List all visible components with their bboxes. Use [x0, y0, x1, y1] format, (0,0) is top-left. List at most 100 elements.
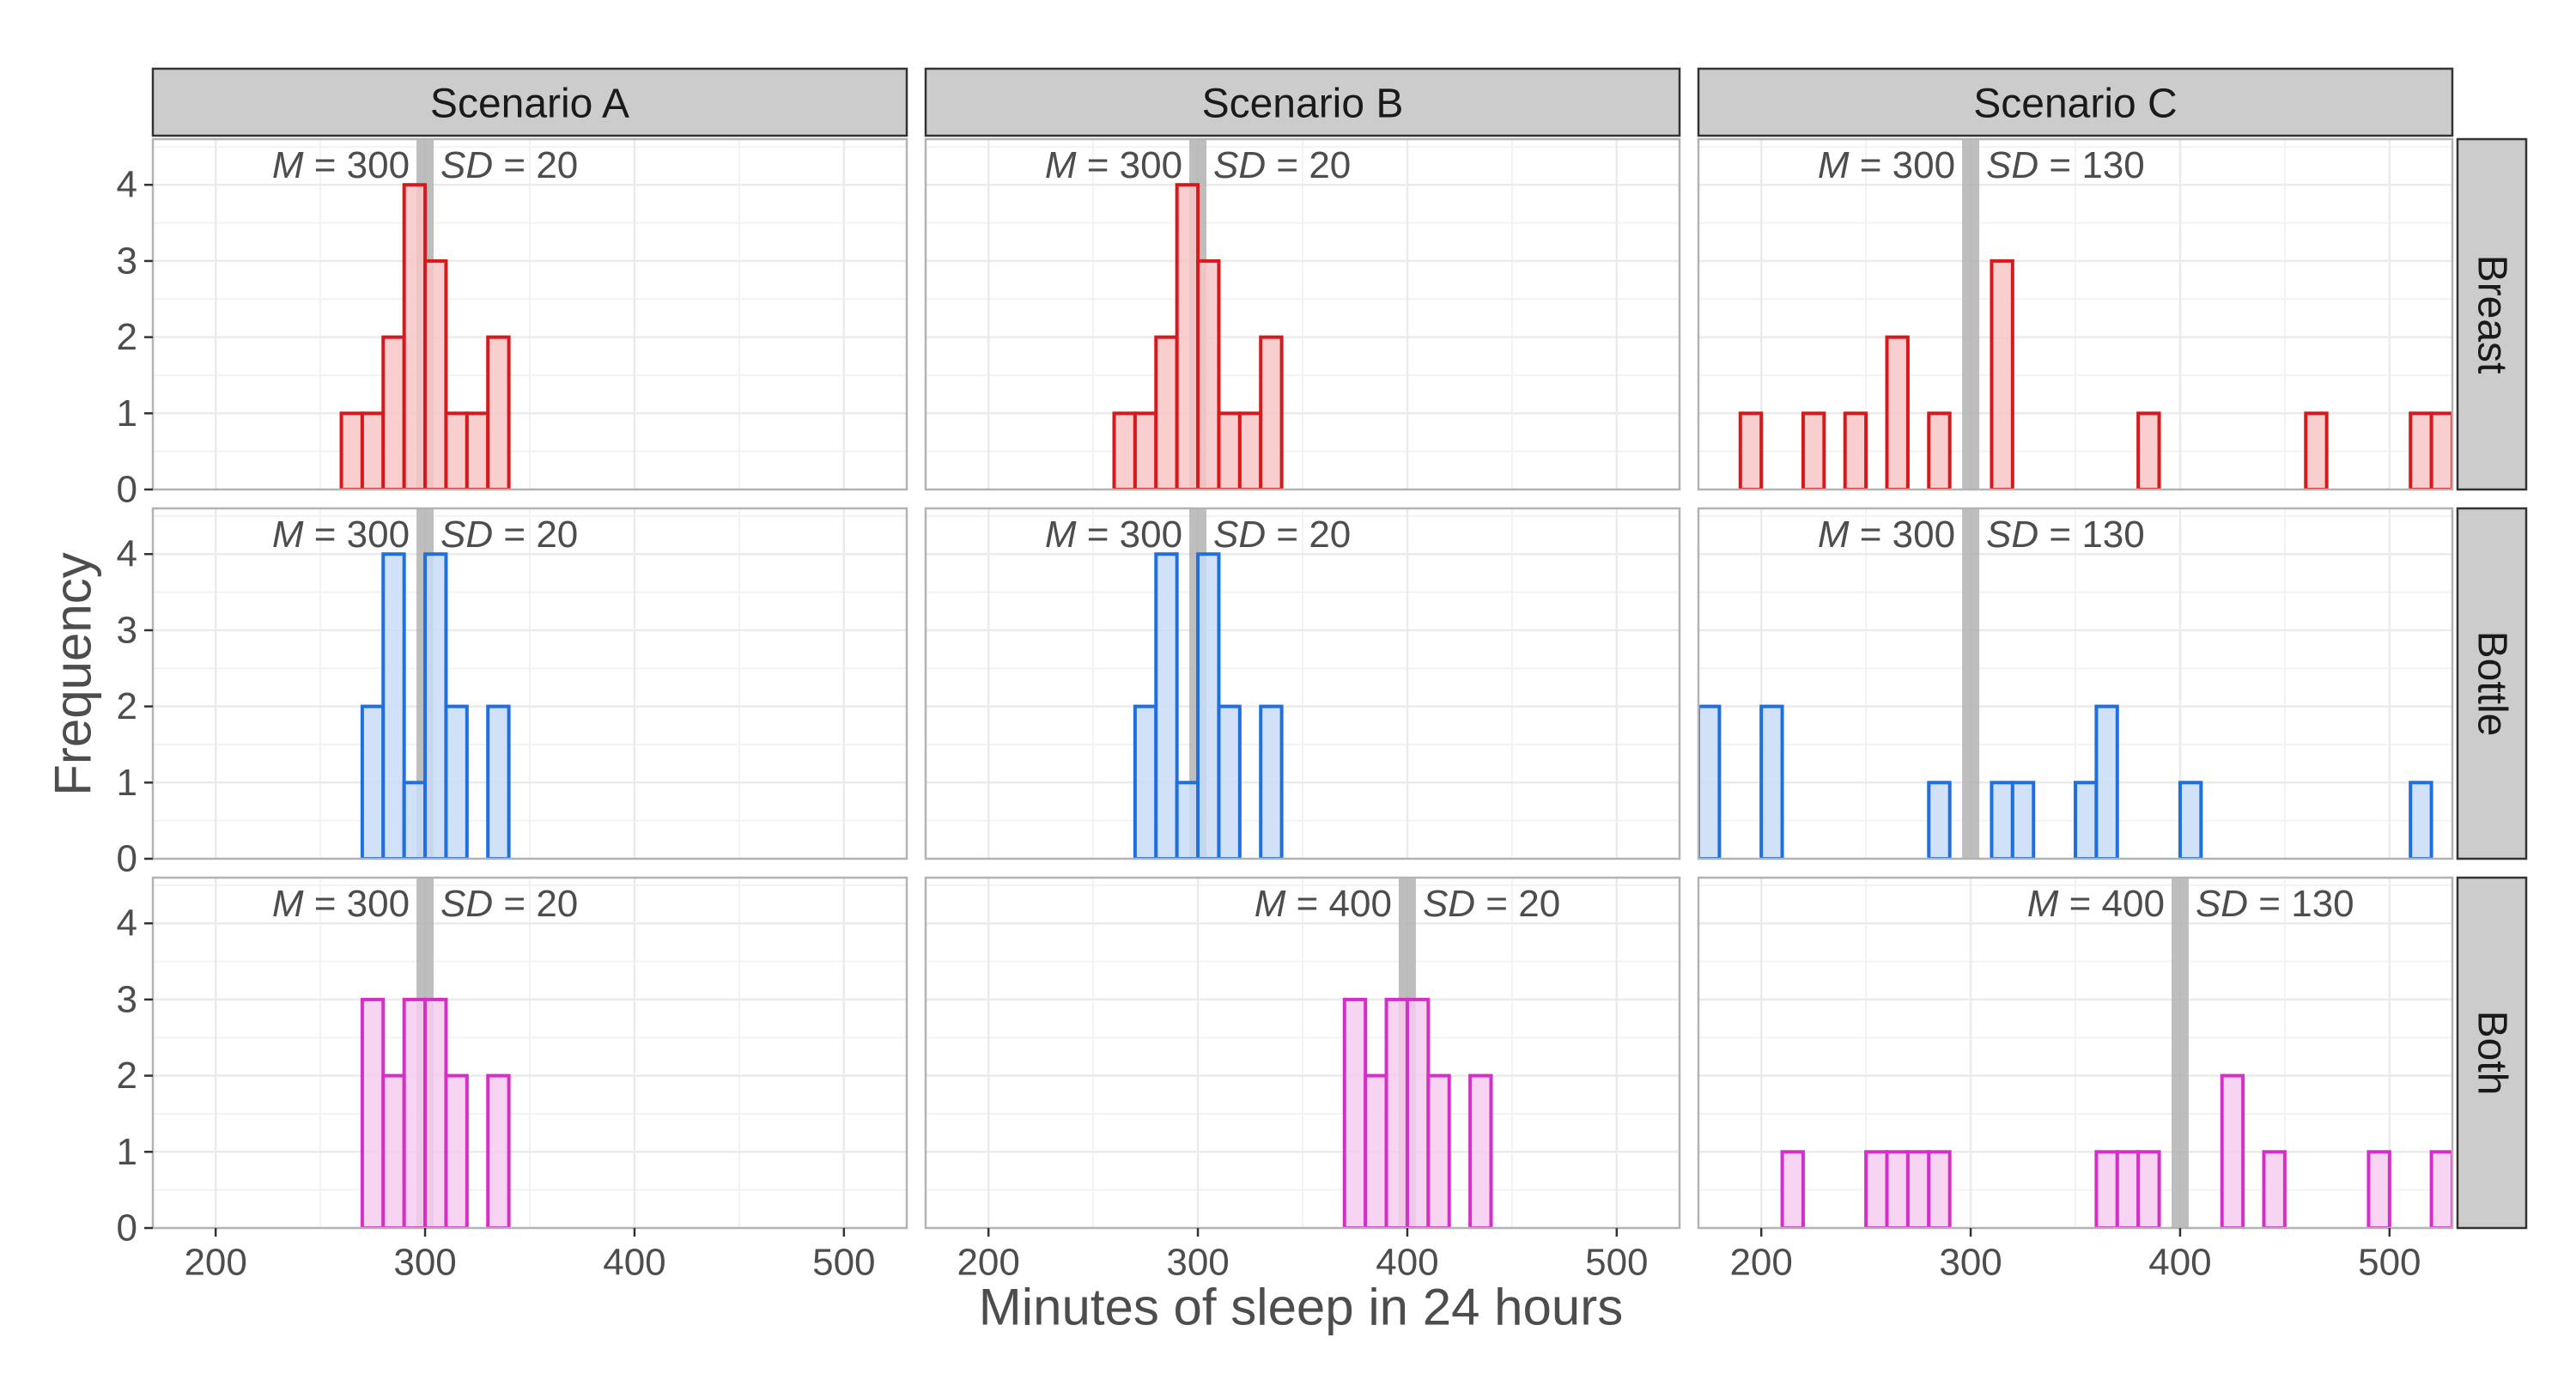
- panel-border: [1697, 507, 2454, 860]
- mean-line: [1962, 508, 1980, 859]
- mean-equals: =: [2058, 883, 2101, 925]
- histogram-bar: [2074, 781, 2099, 859]
- histogram-bar: [1133, 704, 1158, 859]
- histogram-bar: [1133, 411, 1158, 489]
- mean-annotation: M = 300: [1818, 144, 1955, 186]
- x-tick-label: 300: [393, 1242, 456, 1284]
- mean-equals: =: [1849, 514, 1892, 556]
- histogram-bar: [339, 411, 364, 489]
- histogram-bar: [2262, 1150, 2287, 1228]
- histogram-bar: [1801, 411, 1826, 489]
- strip-background: [1697, 67, 2454, 137]
- panel-grid: [926, 139, 1680, 489]
- strip-label: Both: [2470, 1011, 2515, 1096]
- strip-label: Breast: [2470, 255, 2515, 374]
- histogram-bar: [1927, 781, 1952, 859]
- mean-annotation: M = 300: [1045, 514, 1182, 556]
- histogram-bar: [1154, 335, 1179, 489]
- mean-value: 300: [1893, 144, 1955, 186]
- sd-value: 20: [1309, 144, 1351, 186]
- mean-line: [1962, 139, 1980, 489]
- strip-breast: Breast: [2456, 137, 2528, 491]
- mean-symbol: M: [272, 883, 304, 925]
- sd-value: 20: [1518, 883, 1560, 925]
- histogram-bar: [2366, 1150, 2391, 1228]
- histogram-bar: [2094, 1150, 2119, 1228]
- sd-value: 130: [2291, 883, 2354, 925]
- histogram-bar: [1864, 1150, 1889, 1228]
- panels-layer: M = 300 SD = 20 M = 300 SD = 20 M = 300 SD = …: [151, 137, 2454, 1230]
- histogram-bar: [2136, 411, 2161, 489]
- histogram-bar: [1364, 1073, 1388, 1228]
- mean-symbol: M: [1045, 514, 1077, 556]
- sd-value: 20: [536, 514, 578, 556]
- panel-border: [1697, 876, 2454, 1230]
- panel-border: [924, 507, 1681, 860]
- histogram-bar: [423, 552, 448, 859]
- sd-equals: =: [1266, 514, 1309, 556]
- mean-value: 400: [2102, 883, 2165, 925]
- x-tick-label: 300: [1166, 1242, 1229, 1284]
- sd-annotation: SD = 130: [1986, 144, 2145, 186]
- panel-scenario-c-breast: M = 300 SD = 130: [1697, 137, 2454, 491]
- x-tick-label: 200: [957, 1242, 1019, 1284]
- sd-value: 130: [2081, 144, 2144, 186]
- panel-bars: [360, 552, 511, 859]
- strip-background: [151, 67, 908, 137]
- histogram-bar: [1426, 1073, 1451, 1228]
- mean-value: 300: [1120, 514, 1182, 556]
- axes-layer: 0 1 2 3 4 0 1 2 3 4 0 1 2 3 4 200 300 400 500 200 300 400 500 2…: [117, 164, 2421, 1284]
- histogram-bar: [1927, 411, 1952, 489]
- histogram-bar: [1405, 997, 1431, 1228]
- y-tick-label: 4: [117, 903, 137, 945]
- histogram-bar: [1196, 258, 1221, 489]
- panel-bars: [1112, 183, 1284, 489]
- panel-bars: [1738, 258, 2452, 489]
- histogram-bar: [1885, 1150, 1910, 1228]
- y-axis-title: Frequency: [45, 552, 102, 795]
- y-tick-label: 2: [117, 685, 137, 727]
- y-tick-label: 0: [117, 469, 137, 511]
- panel-bars: [1133, 552, 1284, 859]
- histogram-bar: [402, 997, 428, 1228]
- histogram-bar: [2429, 1150, 2452, 1228]
- mean-value: 300: [347, 514, 410, 556]
- sd-symbol: SD: [2196, 883, 2248, 925]
- mean-value: 400: [1329, 883, 1392, 925]
- histogram-bar: [2409, 781, 2433, 859]
- sd-symbol: SD: [440, 144, 493, 186]
- panel-bars: [1780, 1073, 2452, 1228]
- histogram-bar: [360, 704, 386, 859]
- mean-value: 300: [347, 144, 410, 186]
- histogram-bar: [465, 411, 490, 489]
- mean-value: 300: [347, 883, 410, 925]
- y-tick-label: 3: [117, 609, 137, 651]
- panel-scenario-b-bottle: M = 300 SD = 20: [924, 507, 1681, 860]
- histogram-bar: [402, 183, 428, 489]
- panel-bars: [360, 997, 511, 1228]
- mean-annotation: M = 400: [1255, 883, 1392, 925]
- strip-label: Scenario A: [430, 82, 629, 127]
- histogram-bar: [444, 411, 469, 489]
- histogram-bar: [381, 552, 406, 859]
- sd-annotation: SD = 20: [1213, 144, 1351, 186]
- sd-symbol: SD: [1213, 144, 1266, 186]
- histogram-bar: [1990, 258, 2014, 489]
- histogram-bar: [2304, 411, 2329, 489]
- histogram-bar: [1175, 781, 1200, 859]
- histogram-bar: [1259, 704, 1284, 859]
- mean-symbol: M: [272, 144, 304, 186]
- panel-border: [924, 137, 1681, 491]
- histogram-bar: [2136, 1150, 2161, 1228]
- histogram-bar: [444, 704, 469, 859]
- histogram-bar: [1342, 997, 1368, 1228]
- mean-equals: =: [1076, 514, 1119, 556]
- sd-symbol: SD: [440, 514, 493, 556]
- sd-symbol: SD: [1423, 883, 1475, 925]
- panel-scenario-b-both: M = 400 SD = 20: [924, 876, 1681, 1230]
- sd-value: 20: [1309, 514, 1351, 556]
- histogram-bar: [1112, 411, 1137, 489]
- x-tick-label: 200: [1729, 1242, 1792, 1284]
- sd-equals: =: [493, 144, 536, 186]
- strip-background: [2456, 137, 2528, 491]
